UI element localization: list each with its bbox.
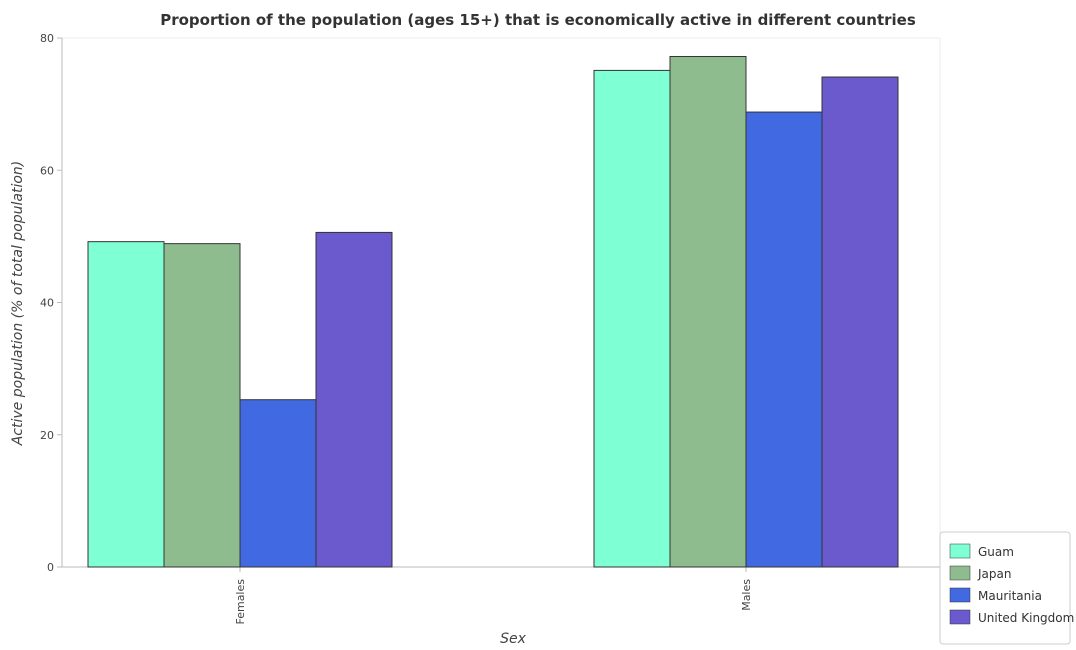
- bar-mauritania-males: [745, 111, 823, 568]
- bar-united-kingdom-males: [821, 76, 899, 568]
- legend-label: Guam: [978, 545, 1014, 559]
- x-tick-label: Females: [234, 579, 247, 625]
- bar-united-kingdom-females: [315, 231, 393, 568]
- y-tick-label: 60: [40, 164, 54, 177]
- legend: Guam Japan Mauritania United Kingdom: [939, 531, 1074, 645]
- y-tick-label: 40: [40, 297, 54, 310]
- legend-box: [939, 531, 1071, 645]
- bar-guam-males: [593, 69, 671, 568]
- chart-title: Proportion of the population (ages 15+) …: [160, 11, 916, 29]
- legend-label: Japan: [977, 567, 1011, 581]
- bar-japan-males: [669, 56, 747, 568]
- legend-label: United Kingdom: [978, 611, 1074, 625]
- legend-swatch: [949, 543, 971, 559]
- x-tick-label: Males: [740, 579, 753, 611]
- legend-swatch: [949, 587, 971, 603]
- y-tick-label: 0: [47, 561, 54, 574]
- bar-mauritania-females: [239, 399, 317, 568]
- legend-label: Mauritania: [978, 589, 1042, 603]
- bar-guam-females: [87, 241, 165, 568]
- x-axis-label: Sex: [500, 631, 527, 647]
- y-axis: 0 20 40 60 80: [40, 32, 62, 574]
- bar-japan-females: [163, 243, 241, 568]
- y-tick-label: 20: [40, 429, 54, 442]
- legend-swatch: [949, 565, 971, 581]
- y-axis-label: Active population (% of total population…: [10, 161, 26, 447]
- bars: [87, 56, 899, 568]
- y-tick-label: 80: [40, 32, 54, 45]
- legend-swatch: [949, 609, 971, 625]
- x-axis: Females Males: [234, 567, 753, 625]
